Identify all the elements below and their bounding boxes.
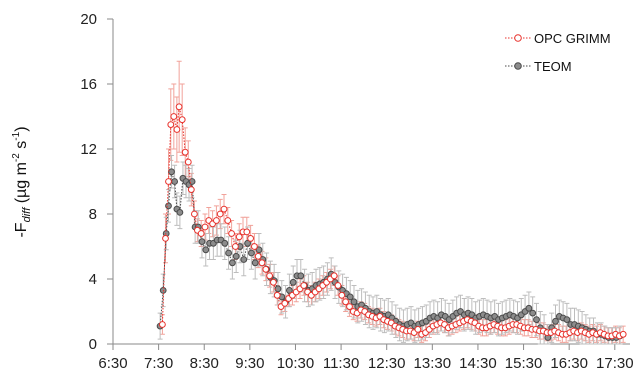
data-point-teom — [202, 246, 210, 254]
y-tick-label: 4 — [89, 271, 97, 288]
data-point-opc-grimm — [201, 223, 209, 231]
data-point-opc-grimm — [300, 282, 308, 289]
data-point-opc-grimm — [235, 233, 243, 241]
data-point-teom — [176, 209, 184, 216]
data-point-opc-grimm — [414, 326, 422, 333]
data-point-teom — [251, 259, 259, 267]
data-point-opc-grimm — [334, 282, 342, 289]
data-point-opc-grimm — [342, 298, 350, 306]
data-point-opc-grimm — [216, 210, 224, 218]
legend-label: TEOM — [534, 59, 572, 74]
data-point-opc-grimm — [228, 230, 236, 237]
series-layer — [156, 103, 627, 341]
data-point-teom — [248, 249, 255, 257]
data-point-teom — [563, 316, 571, 324]
data-point-opc-grimm — [184, 158, 192, 166]
data-point-teom — [198, 238, 206, 246]
data-point-opc-grimm — [197, 230, 205, 237]
data-point-opc-grimm — [266, 272, 274, 280]
legend-item-opc-grimm: OPC GRIMM — [505, 31, 611, 46]
data-point-opc-grimm — [224, 217, 232, 224]
x-tick-label: 13:30 — [414, 355, 452, 372]
y-tick-label: 16 — [80, 76, 97, 93]
data-point-opc-grimm — [173, 126, 181, 133]
data-point-teom — [168, 168, 175, 176]
y-tick-label: 20 — [80, 11, 97, 28]
data-point-opc-grimm — [247, 235, 255, 242]
data-point-opc-grimm — [619, 330, 627, 338]
data-point-teom — [225, 249, 233, 257]
error-bars — [157, 60, 626, 345]
data-point-opc-grimm — [262, 265, 270, 273]
x-tick-label: 14:30 — [459, 355, 497, 372]
data-point-teom — [244, 239, 252, 247]
x-tick-label: 6:30 — [98, 355, 127, 372]
x-tick-label: 9:30 — [235, 355, 264, 372]
data-point-teom — [297, 272, 305, 280]
data-point-opc-grimm — [159, 321, 166, 328]
y-tick-label: 8 — [89, 206, 97, 223]
data-point-opc-grimm — [330, 272, 338, 280]
data-point-opc-grimm — [232, 243, 239, 250]
data-point-opc-grimm — [178, 116, 186, 124]
legend-label: OPC GRIMM — [534, 31, 611, 46]
y-tick-label: 12 — [80, 141, 97, 158]
legend-marker — [514, 62, 522, 70]
x-tick-label: 16:30 — [550, 355, 588, 372]
x-tick-label: 10:30 — [277, 355, 315, 372]
data-point-opc-grimm — [181, 148, 189, 156]
data-point-opc-grimm — [281, 300, 289, 307]
data-point-teom — [165, 202, 172, 210]
data-point-opc-grimm — [273, 291, 281, 299]
data-point-teom — [274, 285, 282, 293]
data-point-teom — [286, 287, 293, 294]
data-point-teom — [346, 293, 354, 301]
x-tick-label: 7:30 — [144, 355, 173, 372]
data-point-opc-grimm — [346, 303, 353, 311]
x-tick-label: 15:30 — [505, 355, 543, 372]
legend: OPC GRIMM TEOM — [505, 31, 611, 74]
data-point-teom — [232, 252, 240, 260]
data-point-opc-grimm — [162, 235, 169, 242]
data-point-teom — [240, 256, 248, 263]
y-axis-title: -Fdiff (µg m-2 s-1) — [11, 126, 33, 237]
data-point-teom — [552, 317, 559, 325]
data-point-opc-grimm — [243, 228, 251, 236]
x-tick-label: 8:30 — [190, 355, 219, 372]
data-point-opc-grimm — [187, 186, 195, 194]
data-point-teom — [533, 316, 540, 324]
data-point-teom — [229, 259, 236, 267]
data-point-opc-grimm — [170, 113, 178, 120]
data-point-opc-grimm — [213, 217, 220, 224]
data-point-teom — [529, 309, 537, 317]
data-point-opc-grimm — [270, 278, 277, 286]
y-tick-label: 0 — [89, 336, 97, 353]
data-point-opc-grimm — [191, 210, 198, 218]
data-point-opc-grimm — [167, 121, 175, 128]
data-point-opc-grimm — [165, 178, 172, 185]
x-tick-label: 17:30 — [596, 355, 634, 372]
data-point-teom — [171, 178, 179, 185]
data-point-opc-grimm — [175, 103, 183, 111]
data-point-opc-grimm — [254, 252, 262, 260]
legend-item-teom: TEOM — [505, 59, 572, 74]
data-point-opc-grimm — [220, 205, 228, 213]
data-point-opc-grimm — [338, 291, 346, 299]
x-tick-label: 12:30 — [368, 355, 406, 372]
data-point-teom — [350, 298, 358, 306]
data-point-teom — [255, 246, 263, 254]
data-point-teom — [289, 278, 297, 286]
x-tick-label: 11:30 — [323, 355, 359, 372]
data-point-opc-grimm — [251, 243, 258, 250]
data-point-teom — [221, 239, 229, 247]
data-point-opc-grimm — [258, 259, 266, 267]
legend-marker — [514, 34, 522, 42]
data-point-teom — [525, 304, 533, 312]
tick-labels: 0 4 8 12 16 20 6:30 7:30 8:30 9:30 10:30 11:30 12:30… — [80, 11, 633, 372]
